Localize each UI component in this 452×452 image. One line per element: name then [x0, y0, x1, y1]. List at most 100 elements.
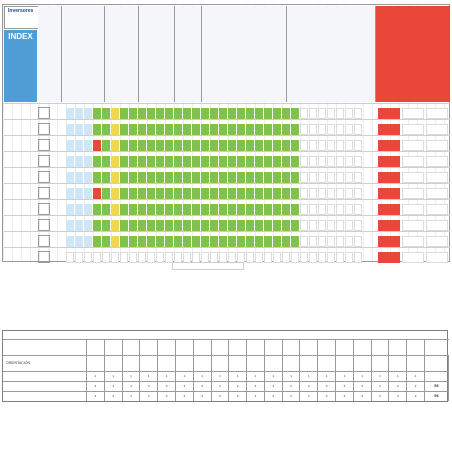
indicator-cell: [201, 124, 209, 135]
table-row: [4, 167, 450, 183]
indicator-cell: [66, 188, 74, 199]
indicator-cell: [147, 204, 155, 215]
indicator-cell: [174, 188, 182, 199]
summary-cell: 3: [194, 382, 212, 391]
indicator-cell: [309, 236, 317, 247]
indicator-cell: [192, 204, 200, 215]
summary-cell: 1: [87, 372, 105, 381]
summary-cell: [283, 356, 301, 371]
indicator-cell: [210, 108, 218, 119]
indicator-cell: [156, 140, 164, 151]
summary-cell: 3: [176, 382, 194, 391]
indicator-cell: [300, 172, 308, 183]
indicator-cell: [273, 204, 281, 215]
summary-total-cell: [425, 356, 449, 371]
indicator-cell: [291, 204, 299, 215]
indicator-cell: [354, 188, 362, 199]
indicator-cell: [336, 252, 344, 263]
indicator-cell: [93, 140, 101, 151]
summary-cell: [354, 340, 372, 355]
indicator-cell: [300, 108, 308, 119]
indicator-cell: [156, 172, 164, 183]
summary-cell: [389, 356, 408, 371]
indicator-cell: [318, 236, 326, 247]
indicator-cell: [318, 156, 326, 167]
indicator-cell: [345, 108, 353, 119]
summary-total-cell: 56: [425, 392, 449, 401]
indicator-cell: [93, 220, 101, 231]
row-value-box: [38, 235, 50, 247]
indicator-cell: [327, 220, 335, 231]
summary-cell: 1: [229, 372, 248, 381]
indicator-cell: [192, 140, 200, 151]
summary-cell: [212, 340, 230, 355]
indicator-cell: [228, 236, 236, 247]
indicator-cell: [282, 140, 290, 151]
indicator-cell: [165, 236, 173, 247]
indicator-cell: [183, 236, 191, 247]
indicator-cell: [93, 252, 101, 263]
indicator-cell: [165, 124, 173, 135]
footnote: [172, 262, 244, 270]
indicator-cell: [327, 204, 335, 215]
row-value-box: [38, 139, 50, 151]
price-target-cell: [402, 172, 424, 183]
indicator-cell: [102, 108, 110, 119]
indicator-cell: [228, 108, 236, 119]
summary-cell: 2: [283, 392, 301, 401]
indicator-cell: [111, 252, 119, 263]
indicator-cell: [273, 236, 281, 247]
indicator-cell: [192, 188, 200, 199]
indicator-cell: [120, 108, 128, 119]
indicator-cell: [120, 140, 128, 151]
summary-cell: [194, 356, 212, 371]
indicator-cell: [111, 172, 119, 183]
indicator-cell: [282, 188, 290, 199]
indicator-cell: [147, 220, 155, 231]
indicator-cell: [282, 172, 290, 183]
indicator-cell: [273, 156, 281, 167]
indicator-cell: [336, 236, 344, 247]
indicator-cell: [246, 156, 254, 167]
indicator-cell: [255, 172, 263, 183]
indicator-cell: [156, 252, 164, 263]
indicator-cell: [246, 252, 254, 263]
indicator-cell: [300, 140, 308, 151]
indicator-cell: [282, 252, 290, 263]
summary-cell: 2: [265, 392, 283, 401]
indicator-cell: [300, 124, 308, 135]
indicator-cell: [255, 204, 263, 215]
indicator-cell: [345, 124, 353, 135]
indicator-cell: [93, 108, 101, 119]
table-row: [4, 119, 450, 135]
indicator-cell: [165, 108, 173, 119]
indicator-cell: [201, 204, 209, 215]
indicator-cell: [336, 124, 344, 135]
indicator-cell: [66, 140, 74, 151]
indicator-cell: [327, 156, 335, 167]
indicator-cell: [174, 172, 182, 183]
indicator-cell: [246, 188, 254, 199]
summary-cell: 1: [194, 372, 212, 381]
indicator-cell: [354, 140, 362, 151]
price-target-cell: [378, 188, 400, 199]
summary-row-label: [3, 340, 87, 355]
table-row: [4, 215, 450, 231]
price-target-cell: [426, 220, 448, 231]
indicator-cell: [336, 188, 344, 199]
indicator-cell: [120, 172, 128, 183]
price-target-cell: [426, 124, 448, 135]
indicator-cell: [264, 204, 272, 215]
summary-cell: [265, 356, 283, 371]
indicator-cell: [183, 156, 191, 167]
row-value-box: [38, 187, 50, 199]
indicator-cell: [75, 140, 83, 151]
indicator-cell: [138, 172, 146, 183]
table-row: [4, 103, 450, 119]
indicator-cell: [291, 236, 299, 247]
summary-cell: 1: [265, 372, 283, 381]
price-target-cell: [426, 108, 448, 119]
indicator-cell: [111, 108, 119, 119]
indicator-cell: [66, 156, 74, 167]
